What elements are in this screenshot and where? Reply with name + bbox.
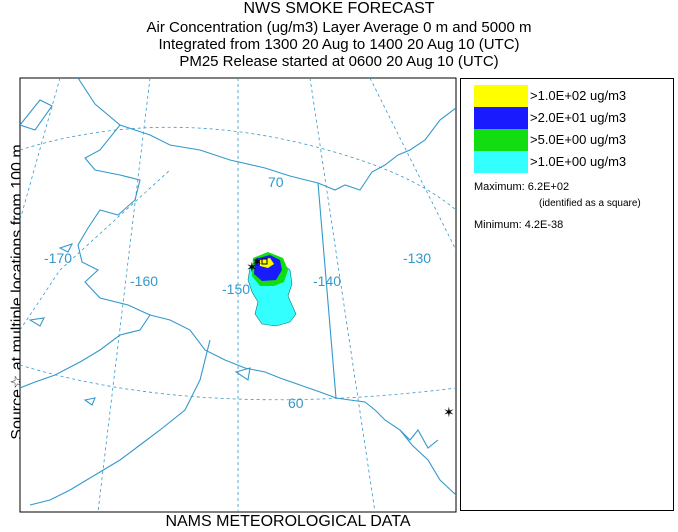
legend-swatch xyxy=(474,129,528,151)
svg-text:✶: ✶ xyxy=(246,260,258,276)
lon-label: -170 xyxy=(44,250,72,266)
legend-swatch xyxy=(474,151,528,173)
integration-period: Integrated from 1300 20 Aug to 1400 20 A… xyxy=(158,36,520,53)
legend-label: >2.0E+01 ug/m3 xyxy=(530,110,627,125)
minimum-value: Minimum: 4.2E-38 xyxy=(474,219,564,231)
legend-item: >2.0E+01 ug/m3 xyxy=(474,107,670,129)
legend-swatch xyxy=(474,85,528,107)
graticule xyxy=(20,78,456,512)
maximum-note: (identified as a square) xyxy=(539,198,641,209)
source-marker: ✶ xyxy=(443,405,455,421)
data-source-label: NAMS METEOROLOGICAL DATA xyxy=(165,513,411,530)
svg-text:✶: ✶ xyxy=(252,255,262,269)
legend-label: >1.0E+02 ug/m3 xyxy=(530,88,627,103)
lat-label: 60 xyxy=(288,395,304,411)
legend-label: >1.0E+00 ug/m3 xyxy=(530,154,627,169)
legend-swatch xyxy=(474,107,528,129)
lon-label: -160 xyxy=(130,273,158,289)
maximum-value: Maximum: 6.2E+02 xyxy=(474,181,570,193)
forecast-title: NWS SMOKE FORECAST xyxy=(243,0,435,17)
legend-item: >1.0E+02 ug/m3 xyxy=(474,85,670,107)
legend-panel: >1.0E+02 ug/m3 >2.0E+01 ug/m3 >5.0E+00 u… xyxy=(460,78,674,511)
lon-label: -140 xyxy=(313,273,341,289)
release-info: PM25 Release started at 0600 20 Aug 10 (… xyxy=(179,53,499,70)
smoke-plume: ✶ ✶ ✶ xyxy=(246,252,455,421)
concentration-description: Air Concentration (ug/m3) Layer Average … xyxy=(146,19,532,36)
legend-label: >5.0E+00 ug/m3 xyxy=(530,132,627,147)
legend-item: >1.0E+00 ug/m3 xyxy=(474,151,670,173)
lat-label: 70 xyxy=(268,174,284,190)
coastline xyxy=(20,78,456,506)
lon-label: -150 xyxy=(222,281,250,297)
legend-item: >5.0E+00 ug/m3 xyxy=(474,129,670,151)
lon-label: -130 xyxy=(403,250,431,266)
